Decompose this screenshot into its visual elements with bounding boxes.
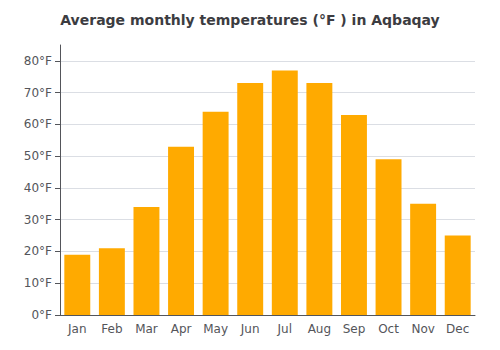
svg-text:Sep: Sep: [343, 322, 366, 336]
svg-text:Jun: Jun: [240, 322, 260, 336]
svg-text:Jul: Jul: [277, 322, 292, 336]
svg-text:Aug: Aug: [308, 322, 331, 336]
svg-text:Mar: Mar: [135, 322, 158, 336]
svg-text:Nov: Nov: [411, 322, 434, 336]
svg-text:80°F: 80°F: [24, 54, 52, 68]
svg-text:30°F: 30°F: [24, 213, 52, 227]
svg-text:Jan: Jan: [67, 322, 87, 336]
svg-text:70°F: 70°F: [24, 86, 52, 100]
svg-text:Apr: Apr: [171, 322, 192, 336]
svg-text:20°F: 20°F: [24, 244, 52, 258]
svg-text:0°F: 0°F: [31, 308, 52, 322]
svg-text:Average monthly temperatures (: Average monthly temperatures (°F ) in Aq…: [60, 12, 439, 28]
svg-text:40°F: 40°F: [24, 181, 52, 195]
svg-text:May: May: [203, 322, 228, 336]
svg-text:50°F: 50°F: [24, 149, 52, 163]
svg-text:60°F: 60°F: [24, 117, 52, 131]
svg-text:Dec: Dec: [446, 322, 469, 336]
svg-text:Feb: Feb: [101, 322, 122, 336]
svg-text:Oct: Oct: [378, 322, 399, 336]
svg-text:10°F: 10°F: [24, 276, 52, 290]
